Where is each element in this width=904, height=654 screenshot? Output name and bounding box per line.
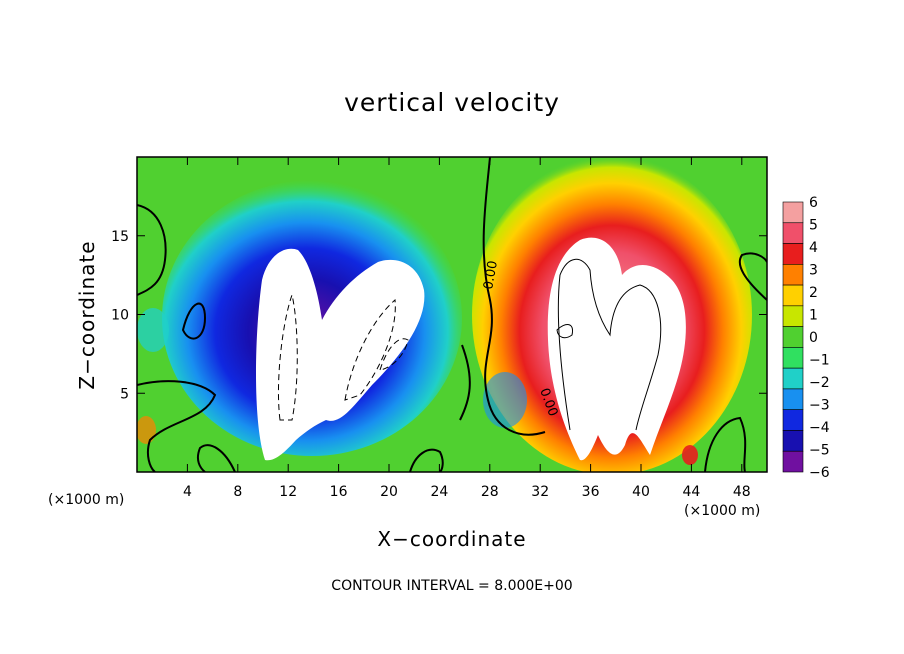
colorbar-label: −5 xyxy=(809,443,830,459)
x-tick-label: 40 xyxy=(632,484,650,500)
y-axis-label: Z−coordinate xyxy=(75,240,99,390)
contour-label: 0.00 xyxy=(481,260,501,291)
x-tick-label: 28 xyxy=(481,484,499,500)
field-layer: 0.00 0.00 xyxy=(137,157,767,472)
positive-contour xyxy=(557,258,662,431)
colorbar-swatch xyxy=(782,222,804,244)
zero-contour xyxy=(137,204,167,296)
colorbar-swatch xyxy=(782,264,804,286)
colorbar-swatch xyxy=(782,409,804,431)
positive-contour xyxy=(556,324,574,339)
colorbar-swatch xyxy=(782,201,804,224)
colorbar-label: 6 xyxy=(809,195,818,211)
chart-title: vertical velocity xyxy=(344,88,560,117)
colorbar-swatch xyxy=(782,305,804,327)
y-tick-label: 10 xyxy=(111,308,129,324)
colorbar-label: −2 xyxy=(809,375,830,391)
zero-contour xyxy=(137,380,217,472)
colorbar-swatch xyxy=(782,326,804,348)
negative-contours xyxy=(278,293,409,421)
colorbar-swatch xyxy=(782,367,804,390)
negative-contour xyxy=(344,298,396,401)
orange-patch xyxy=(137,416,156,444)
x-tick-label: 8 xyxy=(233,484,242,500)
colorbar-label: 2 xyxy=(809,285,818,301)
zero-contour xyxy=(482,157,546,436)
x-unit-label-right: (×1000 m) xyxy=(684,503,761,519)
x-unit-label-left: (×1000 m) xyxy=(48,492,125,508)
x-tick-label: 32 xyxy=(531,484,549,500)
x-tick-label: 4 xyxy=(183,484,192,500)
colorbar-label: 4 xyxy=(809,240,818,256)
colorbar-swatch xyxy=(782,243,804,265)
x-tick-label: 20 xyxy=(380,484,398,500)
zero-contour xyxy=(704,416,747,472)
colorbar-swatch xyxy=(782,430,804,452)
y-tick-label: 15 xyxy=(111,229,129,245)
colorbar-label: −3 xyxy=(809,398,830,414)
colorbar-label: 3 xyxy=(809,263,818,279)
x-tick-label: 24 xyxy=(430,484,448,500)
x-axis-label: X−coordinate xyxy=(377,527,527,551)
x-tick-label: 12 xyxy=(279,484,297,500)
positive-contours xyxy=(556,258,662,431)
y-tick-label: 5 xyxy=(120,386,129,402)
zero-contour xyxy=(738,252,767,301)
x-tick-label: 48 xyxy=(733,484,751,500)
cyan-patch xyxy=(137,308,169,352)
colorbar-label: −1 xyxy=(809,353,830,369)
colorbar-swatch xyxy=(782,347,804,369)
colorbar-label: −4 xyxy=(809,420,830,436)
x-tick-label: 44 xyxy=(682,484,700,500)
cyan-patch xyxy=(483,372,527,428)
colorbar-label: 0 xyxy=(809,330,818,346)
zero-contour xyxy=(409,448,444,472)
zero-contour xyxy=(196,444,236,472)
zero-contours xyxy=(137,157,767,472)
colorbar-label: 1 xyxy=(809,308,818,324)
negative-contour xyxy=(278,293,298,421)
x-tick-label: 16 xyxy=(330,484,348,500)
zero-contour xyxy=(181,302,207,340)
negative-contour xyxy=(379,338,409,371)
colorbar: 6 5 4 3 2 1 0 −1 −2 −3 −4 −5 −6 xyxy=(782,195,830,481)
colorbar-label: 5 xyxy=(809,218,818,234)
colorbar-swatch xyxy=(782,388,804,410)
downdraft-core xyxy=(256,248,425,461)
zero-contour xyxy=(459,344,471,421)
contour-interval-note: CONTOUR INTERVAL = 8.000E+00 xyxy=(331,578,573,594)
colorbar-swatch xyxy=(782,450,804,473)
colorbar-swatch xyxy=(782,284,804,307)
x-tick-label: 36 xyxy=(582,484,600,500)
colorbar-label: −6 xyxy=(809,465,830,481)
orange-patch xyxy=(682,445,698,465)
